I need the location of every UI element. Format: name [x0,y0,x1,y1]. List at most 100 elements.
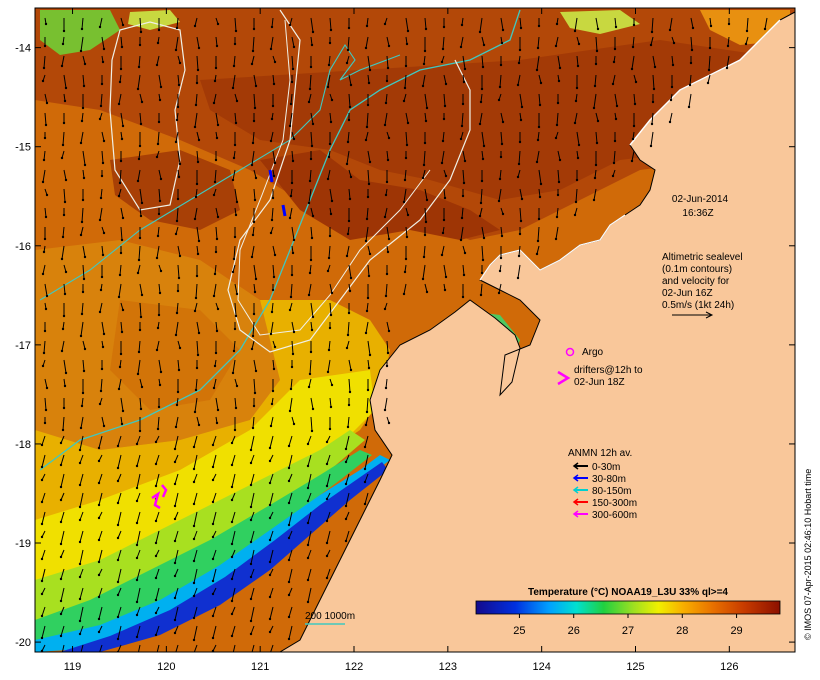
current-arrow [291,340,294,355]
current-arrow-head [424,220,428,224]
current-arrow-head [231,270,235,274]
current-arrow [234,17,237,32]
current-arrow-head [672,41,676,45]
legend-label: 0-30m [592,462,620,473]
current-arrow-head [211,465,215,469]
current-arrow [41,435,46,446]
current-arrow-head [235,200,239,204]
current-arrow-head [463,251,467,255]
current-arrow [422,169,426,179]
current-arrow-head [62,121,66,125]
current-arrow-head [98,402,102,406]
current-arrow-head [63,384,67,388]
current-arrow-head [575,178,579,182]
current-arrow-head [290,365,294,369]
current-arrow-head [403,178,407,182]
current-arrow-head [366,296,370,300]
current-arrow-head [234,213,238,217]
current-arrow-head [535,68,539,72]
current-arrow-head [364,46,368,50]
current-arrow-head [595,49,599,53]
current-arrow-head [177,276,181,280]
current-arrow-head [290,80,294,84]
current-arrow [176,302,179,314]
sealevel-note-4: 02-Jun 16Z [662,288,713,299]
current-arrow-head [192,480,196,484]
current-arrow-head [137,350,141,354]
current-arrow [423,245,426,258]
current-arrow-head [136,658,138,660]
current-arrow [518,150,521,165]
current-arrow-head [348,197,352,201]
current-arrow-head [478,122,482,126]
current-arrow [193,454,198,470]
current-arrow-head [287,558,291,562]
current-arrow [310,207,314,217]
current-arrow [117,587,122,596]
current-arrow [270,644,274,652]
current-arrow-head [139,214,143,218]
current-arrow [326,568,331,579]
current-arrow [176,207,179,222]
current-arrow-head [193,24,197,28]
current-arrow-head [82,84,86,88]
current-arrow-head [288,409,292,413]
current-arrow [62,416,65,431]
current-arrow-head [363,502,367,506]
current-arrow-head [287,580,291,584]
current-arrow [155,530,160,544]
current-arrow-head [520,197,524,201]
current-arrow-head [231,657,233,659]
current-arrow-head [273,253,277,257]
current-arrow-head [136,87,140,91]
current-arrow [41,511,46,525]
current-arrow-head [97,516,101,520]
current-arrow-head [83,255,87,259]
current-arrow [231,454,236,466]
current-arrow [443,74,447,85]
current-arrow [60,454,65,466]
current-arrow-head [443,104,447,108]
current-arrow [41,606,46,617]
current-arrow [310,302,314,318]
current-arrow-head [178,61,182,65]
current-arrow-head [363,480,367,484]
current-arrow [307,435,312,445]
current-arrow-head [306,543,310,547]
sealevel-note-3: and velocity for [662,276,730,287]
current-arrow [61,340,65,352]
current-arrow [329,397,332,408]
current-arrow-head [100,174,104,178]
current-arrow-head [596,119,600,123]
current-arrow [193,511,198,527]
current-arrow [212,454,217,468]
current-arrow-head [233,42,237,46]
current-arrow-head [117,102,121,106]
current-arrow-head [196,68,200,72]
current-arrow-head [40,649,44,652]
current-arrow-head [384,386,388,390]
current-arrow [139,302,142,318]
current-arrow-head [175,403,179,407]
current-arrow-head [745,29,749,33]
current-arrow-head [213,79,217,83]
current-arrow-head [59,577,63,581]
current-arrow [80,416,84,429]
current-arrow [650,131,654,147]
current-arrow-head [79,655,81,657]
current-arrow [308,93,312,103]
current-arrow [403,283,407,295]
current-arrow-head [385,180,389,184]
current-arrow-head [268,630,272,634]
current-arrow [481,226,485,239]
current-arrow [309,264,312,274]
current-arrow [537,131,540,141]
current-arrow-head [576,64,580,68]
current-arrow [269,435,274,449]
current-arrow [117,606,122,618]
current-arrow-head [479,100,483,104]
current-arrow-head [556,101,560,105]
current-arrow-head [366,103,370,107]
current-arrow-head [41,79,45,83]
current-arrow-head [250,347,254,351]
